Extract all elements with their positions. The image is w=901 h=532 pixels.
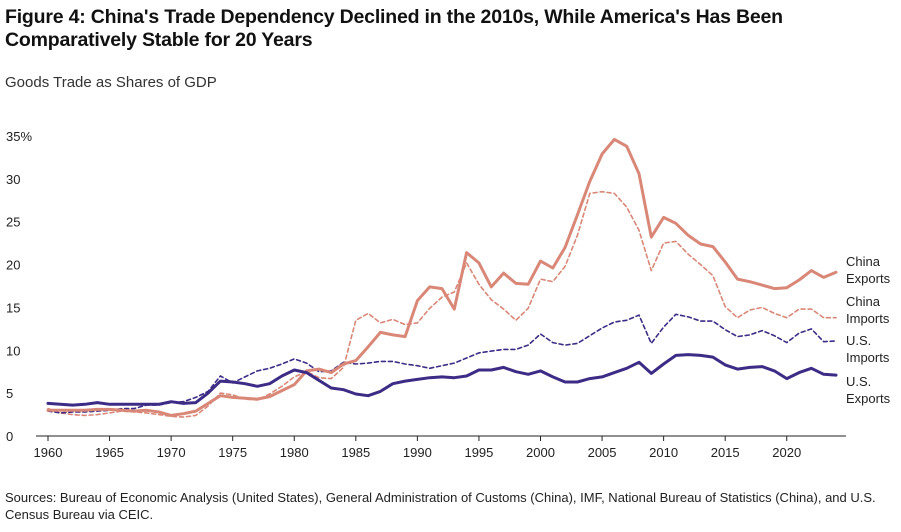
x-tick-label: 1985 <box>341 445 370 460</box>
x-tick-label: 2020 <box>772 445 801 460</box>
y-tick-label: 30 <box>6 172 20 187</box>
series-line-u-s-exports <box>46 353 838 407</box>
series-line-china-exports <box>46 137 838 417</box>
x-tick-label: 2010 <box>649 445 678 460</box>
x-tick-label: 1960 <box>34 445 63 460</box>
title-prefix: Figure 4: <box>5 6 86 28</box>
x-tick-label: 1970 <box>157 445 186 460</box>
title-text: China's Trade Dependency Declined in the… <box>5 6 783 51</box>
chart-subtitle: Goods Trade as Shares of GDP <box>5 74 217 91</box>
series-label-china-exports: China Exports <box>846 254 891 286</box>
x-tick-label: 2015 <box>711 445 740 460</box>
chart-lines <box>46 137 838 418</box>
y-tick-label: 20 <box>6 258 20 273</box>
x-tick-label: 1965 <box>95 445 124 460</box>
series-label-china-imports: China Imports <box>846 294 890 326</box>
y-tick-label: 25 <box>6 215 20 230</box>
sources-note: Sources: Bureau of Economic Analysis (Un… <box>5 490 876 522</box>
x-tick-label: 2000 <box>526 445 555 460</box>
y-tick-label: 5 <box>6 386 13 401</box>
y-tick-label: 15 <box>6 300 20 315</box>
series-line-china-imports <box>47 190 837 418</box>
x-tick-label: 1995 <box>464 445 493 460</box>
chart-title: Figure 4: China's Trade Dependency Decli… <box>5 6 885 52</box>
y-tick-label: 0 <box>6 429 13 444</box>
x-tick-label: 2005 <box>588 445 617 460</box>
x-tick-label: 1980 <box>280 445 309 460</box>
chart-axes: 1960 1965 1970 1975 1980 1985 1990 1995 2000 2005… <box>6 129 846 460</box>
x-tick-label: 1990 <box>403 445 432 460</box>
y-tick-label: 35% <box>6 129 32 144</box>
y-tick-label: 10 <box>6 343 20 358</box>
series-line-u-s-imports <box>47 313 837 414</box>
x-tick-label: 1975 <box>218 445 247 460</box>
series-label-u-s-imports: U.S. Imports <box>846 333 890 365</box>
series-labels: China Exports China Imports U.S. Imports U.S. E… <box>846 254 891 406</box>
series-label-u-s-exports: U.S. Exports <box>846 374 891 406</box>
